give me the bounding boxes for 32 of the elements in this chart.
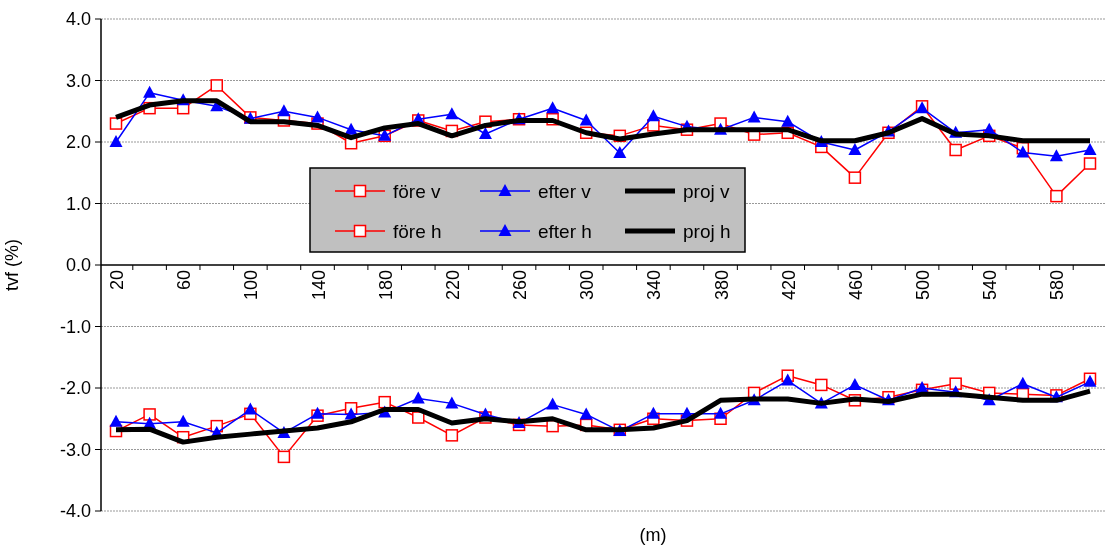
y-tick-label: -4.0 — [59, 501, 91, 522]
legend-label: efter h — [538, 220, 592, 242]
x-tick-label: 380 — [711, 270, 732, 301]
y-tick-label: 0.0 — [65, 255, 91, 276]
x-tick-label: 100 — [241, 270, 262, 301]
legend-label: proj h — [683, 220, 731, 242]
x-tick-label: 540 — [980, 270, 1001, 301]
legend-label: före v — [393, 180, 442, 202]
y-tick-label: 2.0 — [65, 132, 91, 153]
y-tick-label: 1.0 — [65, 193, 91, 214]
x-tick-label: 460 — [845, 270, 866, 301]
x-tick-label: 500 — [913, 270, 934, 301]
y-tick-label: -1.0 — [59, 316, 91, 337]
x-tick-label: 340 — [644, 270, 665, 301]
legend-label: efter v — [538, 180, 592, 202]
y-tick-label: 4.0 — [65, 9, 91, 30]
x-tick-label: 580 — [1047, 270, 1068, 301]
x-tick-label: 60 — [174, 270, 195, 291]
x-tick-label: 220 — [442, 270, 463, 301]
x-tick-label: 420 — [778, 270, 799, 301]
legend-label: före h — [393, 220, 442, 242]
y-axis-title: tvf (%) — [2, 239, 22, 291]
x-tick-label: 140 — [308, 270, 329, 301]
legend-label: proj v — [683, 180, 730, 202]
x-tick-label: 180 — [375, 270, 396, 301]
y-tick-label: -2.0 — [59, 378, 91, 399]
y-tick-label: -3.0 — [59, 439, 91, 460]
x-tick-label: 260 — [510, 270, 531, 301]
x-tick-label: 300 — [577, 270, 598, 301]
x-axis-title: (m) — [639, 525, 667, 545]
y-tick-label: 3.0 — [65, 70, 91, 91]
x-tick-label: 20 — [107, 270, 127, 291]
